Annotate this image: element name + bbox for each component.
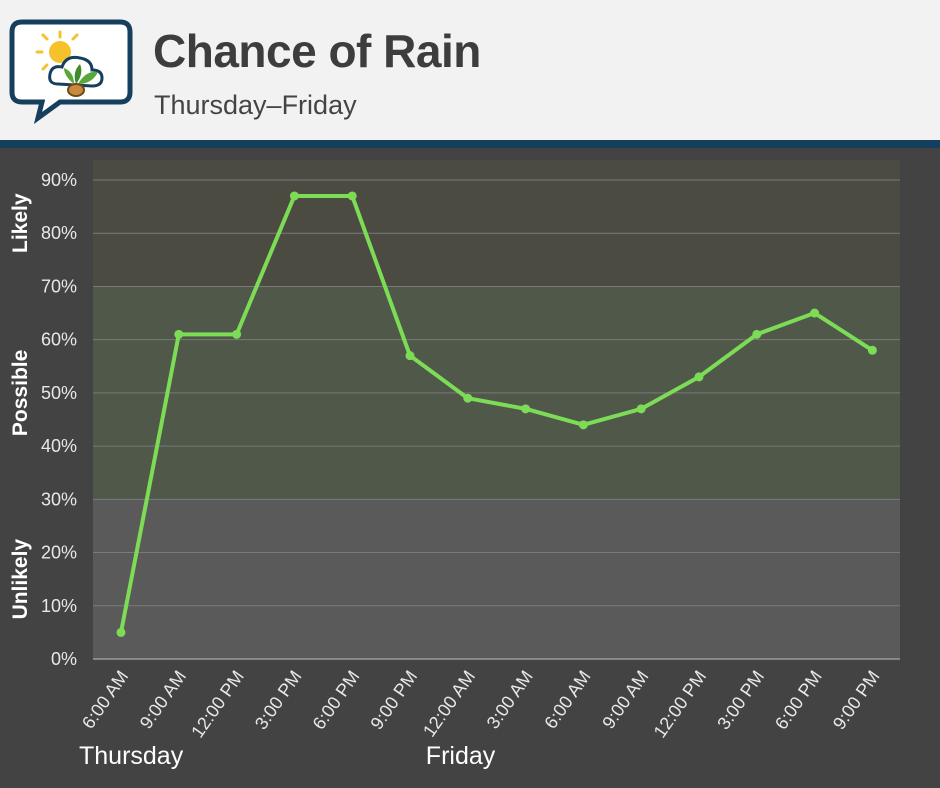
data-point [810,308,820,318]
weather-logo-icon [9,19,133,124]
data-point [232,329,242,339]
day-label: Friday [426,742,496,770]
data-point [694,372,704,382]
y-tick-label: 0% [51,649,77,669]
page-subtitle: Thursday–Friday [154,90,357,120]
y-tick-label: 50% [41,383,77,403]
y-tick-label: 90% [41,170,77,190]
rain-chance-chart: 0% 10% 20% 30% 40% 50% 60% 70% 80% 90% Unlikely Pos… [0,148,940,788]
data-point [116,627,126,637]
data-point [289,191,299,201]
header-divider [0,140,940,148]
band-unlikely [93,499,900,659]
y-tick-label: 10% [41,596,77,616]
data-point [752,329,762,339]
data-point [347,191,357,201]
y-tick-label: 80% [41,223,77,243]
series-line [119,193,874,633]
band-label-likely: Likely [9,193,32,253]
data-point [521,404,531,414]
y-tick-label: 40% [41,436,77,456]
data-point [174,329,184,339]
band-likely [93,160,900,287]
y-tick-label: 70% [41,276,77,296]
y-tick-label: 60% [41,330,77,350]
page-title: Chance of Rain [153,25,481,77]
data-point [405,351,415,361]
y-tick-label: 30% [41,489,77,509]
band-label-possible: Possible [9,350,32,436]
data-point [578,420,588,430]
data-point [867,345,877,355]
y-tick-label: 20% [41,543,77,563]
data-point [463,393,473,403]
data-point [636,404,646,414]
header: Chance of Rain Thursday–Friday [0,0,940,140]
day-label: Thursday [79,742,184,770]
band-label-unlikely: Unlikely [9,539,32,620]
